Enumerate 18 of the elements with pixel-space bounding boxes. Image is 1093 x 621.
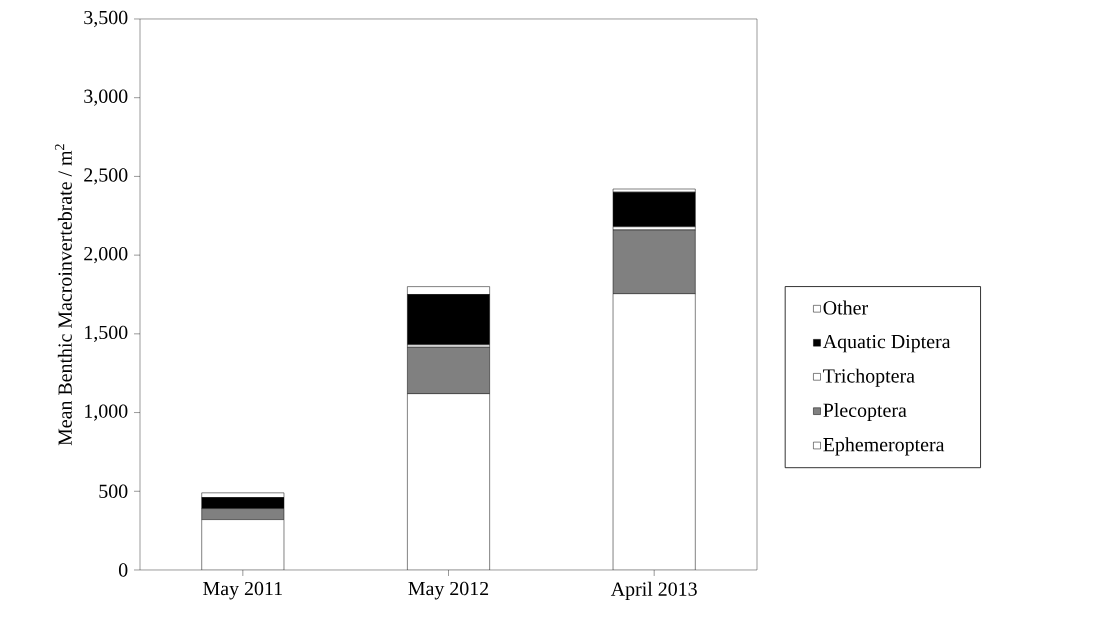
y-tick-label: 2,500 [84,168,128,185]
y-tick-label: 3,500 [84,10,128,28]
y-axis-title: Mean Benthic Macroinvertebrate / m$^{2}$ [54,144,72,446]
legend-label: Plecoptera [823,402,907,422]
legend-label: Trichoptera [823,368,915,387]
y-tick-label: 1,000 [85,404,128,421]
y-tick-label: 2,000 [84,246,128,264]
y-tick-label: 0 [118,563,128,577]
y-tick-label: 500 [99,484,128,498]
y-tick-label: 3,000 [84,89,128,106]
x-tick-label: May 2012 [408,581,489,600]
bar [612,191,696,228]
y-tick-label: 1,500 [85,325,128,342]
legend-label: Ephemeroptera [823,437,945,456]
x-tick-label: April 2013 [610,581,697,600]
legend-label: Aquatic Diptera [822,334,951,353]
legend-label: Other [823,300,868,315]
x-tick-label: May 2011 [203,581,282,600]
